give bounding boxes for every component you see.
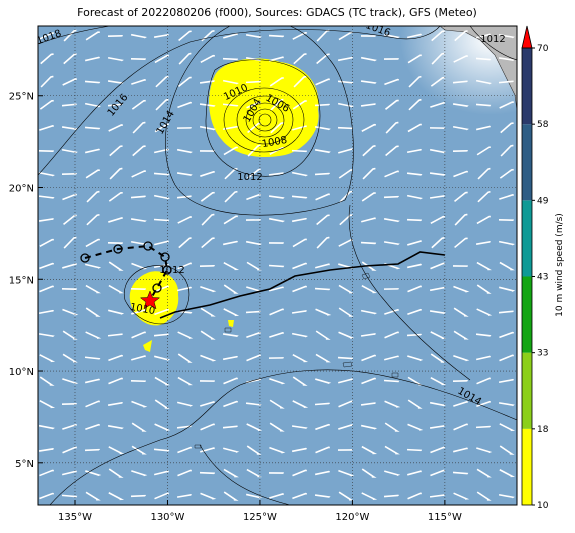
wind-barb <box>200 381 214 382</box>
wind-barb <box>269 243 283 244</box>
colorbar-tick-label: 10 <box>537 501 549 511</box>
colorbar-segment <box>522 353 532 429</box>
colorbar-segment <box>522 48 532 124</box>
wind-barb <box>200 151 214 152</box>
colorbar-tick-label: 18 <box>537 425 549 435</box>
colorbar-segment <box>522 124 532 200</box>
colorbar-segment <box>522 200 532 276</box>
wind-barb <box>39 151 53 152</box>
colorbar-segment <box>522 277 532 353</box>
wind-barb <box>131 381 145 382</box>
wind-barb <box>131 496 145 497</box>
x-tick-label: 115°W <box>428 512 462 523</box>
y-tick-label: 10°N <box>9 367 34 378</box>
x-tick-label: 125°W <box>243 512 277 523</box>
wind-barb <box>499 220 513 221</box>
x-tick-label: 130°W <box>150 512 184 523</box>
colorbar-tick-label: 49 <box>537 196 549 206</box>
colorbar-label: 10 m wind speed (m/s) <box>555 213 565 317</box>
y-tick-label: 15°N <box>9 275 34 286</box>
colorbar-segment <box>522 429 532 505</box>
colorbar-tick-label: 43 <box>537 273 548 283</box>
wind-barb <box>453 266 467 267</box>
isobar-label: 1012 <box>159 265 184 276</box>
y-tick-label: 20°N <box>9 184 34 195</box>
y-tick-label: 25°N <box>9 92 34 103</box>
colorbar: 10 18 33 43 49 58 70 10 m wind speed (m/s) <box>522 26 565 511</box>
wind-barb <box>384 197 398 198</box>
colorbar-tick-label: 33 <box>537 349 548 359</box>
wind-barb <box>361 36 375 37</box>
wind-barb <box>407 335 421 336</box>
wind-barb <box>131 289 145 290</box>
y-tick-label: 5°N <box>15 459 34 470</box>
wind-barb <box>315 404 329 405</box>
isobar-label: 1012 <box>237 172 262 183</box>
wind-barb <box>476 427 490 428</box>
x-tick-label: 120°W <box>335 512 369 523</box>
wind-barb <box>131 59 145 60</box>
x-tick-label: 135°W <box>58 512 92 523</box>
colorbar-extend <box>522 26 532 48</box>
colorbar-tick-label: 58 <box>537 120 549 130</box>
wind-barb <box>315 174 329 175</box>
isobar-label: 1012 <box>480 34 505 45</box>
title: Forecast of 2022080206 (f000), Sources: … <box>77 6 477 19</box>
wind-barb <box>108 243 122 244</box>
wind-barb <box>269 473 283 474</box>
wind-barb <box>246 82 260 83</box>
wind-barb <box>62 289 76 290</box>
wind-barb <box>315 105 329 106</box>
wind-barb <box>430 128 444 129</box>
colorbar-tick-label: 70 <box>537 44 549 54</box>
wind-barb <box>246 312 260 313</box>
wind-barb <box>85 450 99 451</box>
